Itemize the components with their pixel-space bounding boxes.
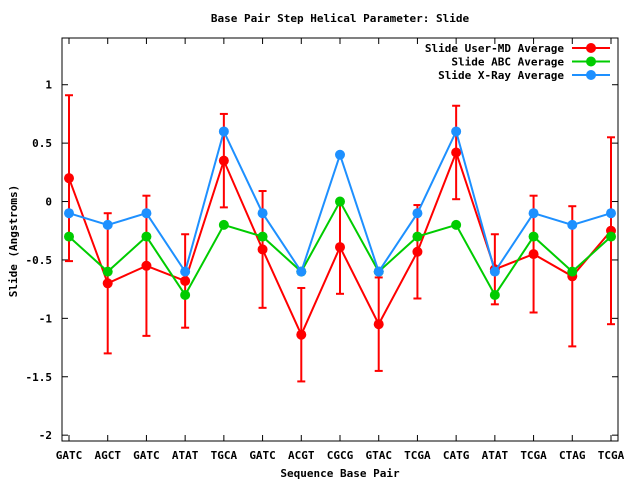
x-tick-label: AGCT xyxy=(94,449,121,462)
legend-swatch-marker xyxy=(586,56,596,67)
data-point xyxy=(180,275,191,286)
data-point xyxy=(528,231,539,242)
x-tick-label: TCGA xyxy=(520,449,547,462)
data-point xyxy=(567,266,578,277)
y-tick-label: 0 xyxy=(45,196,52,209)
data-point xyxy=(567,219,578,230)
data-point xyxy=(373,319,384,330)
data-point xyxy=(180,266,191,277)
chart-title: Base Pair Step Helical Parameter: Slide xyxy=(211,12,470,25)
data-point xyxy=(606,208,616,219)
data-point xyxy=(141,208,152,219)
data-point xyxy=(218,126,229,137)
data-point xyxy=(64,208,74,219)
legend-swatch-marker xyxy=(586,70,596,80)
data-point xyxy=(141,260,152,271)
data-point xyxy=(489,289,500,300)
data-point xyxy=(257,231,268,242)
y-tick-label: -1.5 xyxy=(26,371,53,384)
legend-label: Slide X-Ray Average xyxy=(438,69,564,82)
x-tick-label: GATC xyxy=(56,449,83,462)
data-point xyxy=(528,249,539,260)
data-point xyxy=(218,155,229,166)
y-axis-title: Slide (Angstroms) xyxy=(7,185,20,298)
y-tick-label: -2 xyxy=(39,429,52,442)
x-tick-label: GATC xyxy=(133,449,160,462)
data-point xyxy=(296,266,307,277)
series-layer xyxy=(64,94,616,383)
y-tick-label: -0.5 xyxy=(26,254,53,267)
x-tick-label: GATC xyxy=(249,449,276,462)
legend-label: Slide User-MD Average xyxy=(425,42,564,55)
data-point xyxy=(412,208,423,219)
x-tick-label: ACGT xyxy=(288,449,315,462)
x-tick-label: CATG xyxy=(443,449,470,462)
axes: 1 0.5 0 -0.5 -1 -1.5 -2 GATC AGCT GATC ATAT TGCA GAT… xyxy=(26,37,625,462)
data-point xyxy=(335,242,345,253)
series-2 xyxy=(64,126,616,277)
data-point xyxy=(64,231,74,242)
data-point xyxy=(489,266,500,277)
data-point xyxy=(257,208,268,219)
data-point xyxy=(373,266,384,277)
data-point xyxy=(218,219,229,230)
legend-swatch-marker xyxy=(586,43,596,53)
data-point xyxy=(102,266,113,277)
data-point xyxy=(451,126,462,137)
x-tick-label: ATAT xyxy=(482,449,509,462)
x-tick-label: TCGA xyxy=(598,449,625,462)
data-point xyxy=(102,219,113,230)
x-tick-label: CGCG xyxy=(327,449,354,462)
x-axis-title: Sequence Base Pair xyxy=(280,467,400,480)
data-point xyxy=(412,246,423,257)
x-tick-label: ATAT xyxy=(172,449,199,462)
data-point xyxy=(180,289,191,300)
data-point xyxy=(257,244,268,255)
data-point xyxy=(451,219,462,230)
data-point xyxy=(102,278,113,289)
data-point xyxy=(335,196,345,207)
y-tick-label: 0.5 xyxy=(32,137,52,150)
data-point xyxy=(412,231,423,242)
legend-label: Slide ABC Average xyxy=(451,56,564,69)
data-point xyxy=(296,329,307,340)
data-point xyxy=(606,231,616,242)
x-tick-label: TGCA xyxy=(211,449,238,462)
x-tick-label: TCGA xyxy=(404,449,431,462)
y-tick-label: -1 xyxy=(39,312,53,325)
data-point xyxy=(141,231,152,242)
data-point xyxy=(451,147,462,158)
data-point xyxy=(64,173,74,184)
x-tick-label: GTAC xyxy=(365,449,392,462)
data-point xyxy=(528,208,539,219)
data-point xyxy=(335,149,345,160)
y-tick-label: 1 xyxy=(45,79,52,92)
x-tick-label: CTAG xyxy=(559,449,586,462)
